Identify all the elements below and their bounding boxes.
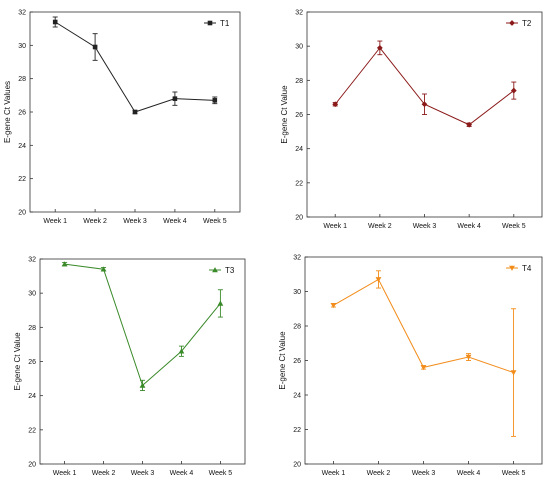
y-axis-label: E-gene Ct Value — [13, 332, 22, 391]
data-point — [92, 44, 98, 50]
y-tick-label: 28 — [28, 325, 36, 332]
data-point — [421, 101, 428, 108]
y-tick-label: 32 — [28, 257, 36, 264]
x-tick-label: Week 2 — [367, 470, 391, 477]
legend-marker — [509, 20, 515, 26]
y-axis-label: E-gene Ct Values — [3, 81, 12, 143]
x-tick-label: Week 3 — [123, 218, 147, 225]
x-tick-label: Week 5 — [209, 470, 233, 477]
data-point — [61, 261, 68, 267]
x-tick-label: Week 1 — [53, 470, 77, 477]
x-tick-label: Week 1 — [323, 223, 347, 230]
plot-frame — [304, 256, 543, 465]
legend-label: T3 — [225, 266, 235, 275]
y-tick-label: 22 — [295, 180, 303, 187]
data-point — [178, 348, 185, 354]
y-tick-label: 26 — [18, 110, 26, 117]
y-tick-label: 26 — [293, 358, 301, 365]
data-point — [100, 266, 107, 272]
data-point — [466, 121, 473, 128]
y-tick-label: 28 — [293, 324, 301, 331]
y-tick-label: 20 — [18, 210, 26, 217]
x-tick-label: Week 3 — [412, 470, 436, 477]
x-tick-label: Week 5 — [502, 223, 526, 230]
y-tick-label: 20 — [295, 215, 303, 222]
chart-panel-4: 20 22 24 26 28 30 32 Week 1 Week 2 Week 3 Week 4 We… — [278, 255, 543, 477]
series-line — [54, 21, 215, 113]
x-tick-label: Week 4 — [457, 223, 481, 230]
data-point — [52, 19, 58, 25]
chart-panel-2: 20 22 24 26 28 30 32 Week 1 Week 2 Week 3 Week 4 We… — [280, 10, 543, 230]
legend-label: T1 — [220, 19, 230, 28]
x-tick-label: Week 4 — [163, 218, 187, 225]
data-point — [510, 87, 517, 94]
y-tick-label: 24 — [295, 146, 303, 153]
legend-label: T4 — [522, 264, 532, 273]
y-tick-label: 32 — [295, 10, 303, 17]
y-tick-label: 22 — [293, 427, 301, 434]
x-tick-label: Week 2 — [92, 470, 116, 477]
legend-label: T2 — [522, 19, 532, 28]
data-point — [139, 382, 146, 388]
x-tick-label: Week 5 — [203, 218, 227, 225]
y-tick-label: 30 — [18, 43, 26, 50]
series-line — [64, 263, 221, 387]
x-tick-label: Week 5 — [502, 470, 526, 477]
y-tick-label: 24 — [28, 393, 36, 400]
data-point — [510, 370, 517, 376]
y-tick-label: 32 — [18, 10, 26, 17]
x-tick-label: Week 4 — [170, 470, 194, 477]
x-tick-label: Week 3 — [131, 470, 155, 477]
plot-frame — [39, 258, 246, 465]
data-point — [217, 300, 224, 306]
data-point — [420, 365, 427, 371]
legend-marker — [212, 267, 218, 273]
data-point — [212, 98, 218, 103]
series-line — [333, 278, 514, 374]
legend-marker — [509, 265, 515, 271]
x-tick-label: Week 3 — [413, 223, 437, 230]
data-point — [172, 96, 178, 101]
data-point — [330, 303, 337, 309]
y-tick-label: 30 — [293, 289, 301, 296]
data-point — [375, 277, 382, 283]
y-tick-label: 26 — [295, 112, 303, 119]
y-tick-label: 32 — [293, 255, 301, 262]
data-point — [376, 44, 383, 51]
data-point — [465, 354, 472, 360]
y-tick-label: 28 — [295, 78, 303, 85]
x-tick-label: Week 2 — [368, 223, 392, 230]
y-tick-label: 20 — [293, 462, 301, 469]
x-tick-label: Week 2 — [83, 218, 107, 225]
y-tick-label: 22 — [28, 427, 36, 434]
chart-panel-3: 20 22 24 26 28 30 32 Week 1 Week 2 Week 3 Week 4 We… — [13, 257, 246, 477]
y-tick-label: 24 — [18, 143, 26, 150]
legend-marker — [207, 20, 213, 26]
y-tick-label: 26 — [28, 359, 36, 366]
x-tick-label: Week 1 — [43, 218, 67, 225]
y-tick-label: 28 — [18, 76, 26, 83]
y-tick-label: 24 — [293, 393, 301, 400]
y-tick-label: 30 — [295, 44, 303, 51]
y-tick-label: 30 — [28, 291, 36, 298]
chart-panel-1: 20 22 24 26 28 30 32 Week 1 Week 2 Week 3 Week 4 We… — [3, 10, 241, 225]
y-tick-label: 22 — [18, 176, 26, 183]
y-axis-label: E-gene Ct Value — [278, 331, 287, 390]
data-point — [332, 101, 339, 108]
y-axis-label: E-gene Ct Value — [280, 85, 289, 144]
x-tick-label: Week 1 — [322, 470, 346, 477]
data-point — [132, 109, 138, 115]
x-tick-label: Week 4 — [457, 470, 481, 477]
y-tick-label: 20 — [28, 462, 36, 469]
